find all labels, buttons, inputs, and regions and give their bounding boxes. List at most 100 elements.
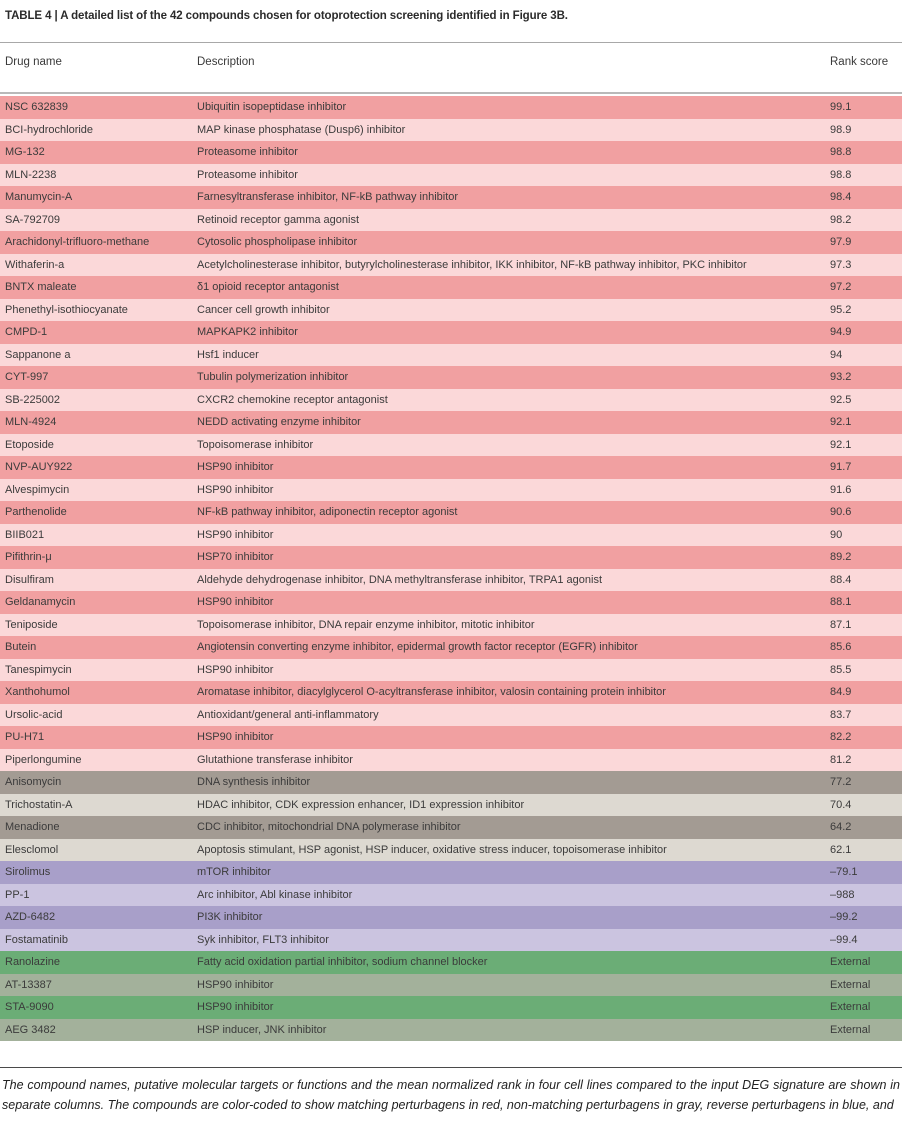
description-cell: Retinoid receptor gamma agonist (197, 213, 360, 226)
table-row: BNTX maleate δ1 opioid receptor antagonis… (0, 276, 902, 299)
header-divider (0, 92, 902, 94)
drug-name-cell: Piperlongumine (5, 753, 82, 766)
rank-score-cell: –99.2 (830, 911, 858, 923)
rank-score-cell: 93.2 (830, 371, 852, 383)
drug-name-cell: Phenethyl-isothiocyanate (5, 303, 128, 316)
drug-name-cell: Elesclomol (5, 843, 59, 856)
table-row: Sirolimus mTOR inhibitor –79.1 (0, 861, 902, 884)
table-row: Withaferin-a Acetylcholinesterase inhibit… (0, 253, 902, 276)
drug-name-cell: BIIB021 (5, 528, 45, 541)
rank-score-cell: 85.5 (830, 663, 852, 676)
drug-name-cell: Teniposide (5, 618, 58, 631)
rank-score-cell: External (830, 1023, 871, 1036)
drug-name-cell: Trichostatin-A (5, 798, 73, 811)
description-cell: Topoisomerase inhibitor, DNA repair enzy… (197, 618, 535, 631)
drug-name-cell: Withaferin-a (5, 258, 65, 271)
description-cell: Antioxidant/general anti-inflammatory (197, 708, 379, 721)
table-row: AEG 3482 HSP inducer, JNK inhibitor Extern… (0, 1018, 902, 1041)
drug-name-cell: PP-1 (5, 888, 30, 901)
drug-name-cell: NSC 632839 (5, 101, 68, 113)
rank-score-cell: 87.1 (830, 618, 852, 631)
table-row: Parthenolide NF-kB pathway inhibitor, adi… (0, 501, 902, 524)
rank-score-cell: 88.1 (830, 596, 852, 608)
description-cell: Proteasome inhibitor (197, 168, 298, 181)
table-row: BIIB021 HSP90 inhibitor 90 (0, 523, 902, 546)
drug-name-cell: Geldanamycin (5, 596, 76, 608)
table-row: NVP-AUY922 HSP90 inhibitor 91.7 (0, 456, 902, 479)
table-row: Elesclomol Apoptosis stimulant, HSP agoni… (0, 838, 902, 861)
table-row: Fostamatinib Syk inhibitor, FLT3 inhibito… (0, 928, 902, 951)
description-cell: Hsf1 inducer (197, 348, 259, 361)
table-row: Ranolazine Fatty acid oxidation partial i… (0, 951, 902, 974)
table-row: Manumycin-A Farnesyltransferase inhibitor… (0, 186, 902, 209)
rank-score-cell: 99.1 (830, 101, 852, 113)
description-cell: CXCR2 chemokine receptor antagonist (197, 393, 388, 406)
description-cell: HSP90 inhibitor (197, 978, 274, 991)
column-header-row: Drug name Description Rank score (0, 55, 902, 69)
drug-name-cell: Anisomycin (5, 776, 62, 788)
table-row: CYT-997 Tubulin polymerization inhibitor 9… (0, 366, 902, 389)
drug-name-cell: Disulfiram (5, 573, 54, 586)
rank-score-cell: 97.2 (830, 281, 852, 293)
description-cell: Cancer cell growth inhibitor (197, 303, 330, 316)
drug-name-cell: Tanespimycin (5, 663, 72, 676)
table-row: Anisomycin DNA synthesis inhibitor 77.2 (0, 771, 902, 794)
description-cell: HSP90 inhibitor (197, 1001, 274, 1013)
table-row: Butein Angiotensin converting enzyme inhi… (0, 636, 902, 659)
column-header-drug-name: Drug name (5, 56, 62, 68)
drug-name-cell: STA-9090 (5, 1001, 54, 1013)
rank-score-cell: 97.9 (830, 236, 852, 248)
description-cell: MAPKAPK2 inhibitor (197, 326, 298, 338)
column-header-rank-score: Rank score (830, 56, 889, 68)
drug-name-cell: Ranolazine (5, 956, 61, 968)
table-row: AT-13387 HSP90 inhibitor External (0, 973, 902, 996)
drug-name-cell: CMPD-1 (5, 326, 48, 338)
drug-name-cell: AT-13387 (5, 978, 52, 991)
table-row: Trichostatin-A HDAC inhibitor, CDK expres… (0, 793, 902, 816)
description-cell: Cytosolic phospholipase inhibitor (197, 236, 358, 248)
description-cell: Fatty acid oxidation partial inhibitor, … (197, 956, 488, 968)
drug-name-cell: Sirolimus (5, 866, 51, 878)
table-row: Disulfiram Aldehyde dehydrogenase inhibit… (0, 568, 902, 591)
rank-score-cell: 91.6 (830, 483, 852, 496)
description-cell: HSP90 inhibitor (197, 731, 274, 743)
rank-score-cell: 64.2 (830, 821, 852, 833)
description-cell: Farnesyltransferase inhibitor, NF-kB pat… (197, 191, 459, 203)
rank-score-cell: –988 (830, 888, 855, 901)
table-row: SB-225002 CXCR2 chemokine receptor antago… (0, 388, 902, 411)
rank-score-cell: 85.6 (830, 641, 852, 653)
table-row: Menadione CDC inhibitor, mitochondrial DN… (0, 816, 902, 839)
table-row: MLN-2238 Proteasome inhibitor 98.8 (0, 163, 902, 186)
table-row: AZD-6482 PI3K inhibitor –99.2 (0, 906, 902, 929)
table-row: PU-H71 HSP90 inhibitor 82.2 (0, 726, 902, 749)
rank-score-cell: 82.2 (830, 731, 852, 743)
drug-name-cell: Manumycin-A (5, 191, 73, 203)
description-cell: HSP90 inhibitor (197, 528, 274, 541)
rank-score-cell: 70.4 (830, 798, 852, 811)
table-row: Geldanamycin HSP90 inhibitor 88.1 (0, 591, 902, 614)
column-header-description: Description (197, 56, 255, 68)
description-cell: CDC inhibitor, mitochondrial DNA polymer… (197, 821, 461, 833)
rank-score-cell: 84.9 (830, 686, 852, 698)
description-cell: Topoisomerase inhibitor (197, 438, 314, 451)
footnote-divider (0, 1067, 902, 1068)
drug-name-cell: PU-H71 (5, 731, 45, 743)
table-footnote: The compound names, putative molecular t… (2, 1078, 900, 1112)
description-cell: Glutathione transferase inhibitor (197, 753, 353, 766)
drug-name-cell: Fostamatinib (5, 933, 68, 946)
rank-score-cell: External (830, 1001, 871, 1013)
drug-name-cell: MLN-4924 (5, 416, 57, 428)
rank-score-cell: 97.3 (830, 258, 852, 271)
description-cell: Apoptosis stimulant, HSP agonist, HSP in… (197, 843, 667, 856)
description-cell: Syk inhibitor, FLT3 inhibitor (197, 933, 329, 946)
description-cell: Tubulin polymerization inhibitor (197, 371, 349, 383)
drug-name-cell: CYT-997 (5, 371, 49, 383)
table-row: Sappanone a Hsf1 inducer 94 (0, 343, 902, 366)
drug-name-cell: MLN-2238 (5, 168, 57, 181)
description-cell: MAP kinase phosphatase (Dusp6) inhibitor (197, 123, 406, 136)
description-cell: HSP90 inhibitor (197, 596, 274, 608)
drug-name-cell: SA-792709 (5, 213, 61, 226)
drug-name-cell: Butein (5, 641, 37, 653)
drug-name-cell: Sappanone a (5, 348, 71, 361)
